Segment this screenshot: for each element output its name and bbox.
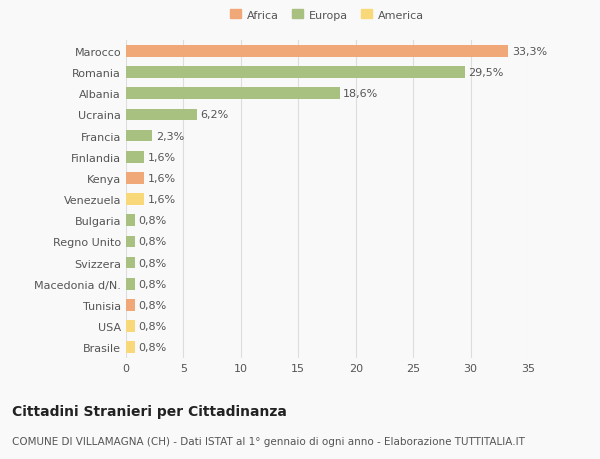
Text: 1,6%: 1,6% [148, 195, 176, 205]
Text: 18,6%: 18,6% [343, 89, 379, 99]
Bar [126, 194, 145, 206]
Text: 2,3%: 2,3% [156, 131, 184, 141]
Bar [126, 46, 508, 58]
Bar [126, 130, 152, 142]
Bar [126, 215, 135, 227]
Text: 1,6%: 1,6% [148, 152, 176, 162]
Bar [126, 236, 135, 248]
Bar [126, 88, 340, 100]
Text: 1,6%: 1,6% [148, 174, 176, 184]
Bar [126, 341, 135, 353]
Text: 33,3%: 33,3% [512, 47, 547, 57]
Text: 0,8%: 0,8% [139, 321, 167, 331]
Text: 0,8%: 0,8% [139, 258, 167, 268]
Text: 0,8%: 0,8% [139, 342, 167, 353]
Text: 0,8%: 0,8% [139, 300, 167, 310]
Text: 6,2%: 6,2% [200, 110, 229, 120]
Bar [126, 109, 197, 121]
Bar [126, 257, 135, 269]
Text: COMUNE DI VILLAMAGNA (CH) - Dati ISTAT al 1° gennaio di ogni anno - Elaborazione: COMUNE DI VILLAMAGNA (CH) - Dati ISTAT a… [12, 436, 525, 446]
Bar [126, 278, 135, 290]
Text: 0,8%: 0,8% [139, 237, 167, 247]
Text: 0,8%: 0,8% [139, 216, 167, 226]
Text: 29,5%: 29,5% [468, 68, 503, 78]
Bar [126, 151, 145, 163]
Text: 0,8%: 0,8% [139, 279, 167, 289]
Text: Cittadini Stranieri per Cittadinanza: Cittadini Stranieri per Cittadinanza [12, 404, 287, 418]
Bar [126, 299, 135, 311]
Bar [126, 173, 145, 185]
Legend: Africa, Europa, America: Africa, Europa, America [226, 6, 428, 25]
Bar [126, 67, 465, 79]
Bar [126, 320, 135, 332]
